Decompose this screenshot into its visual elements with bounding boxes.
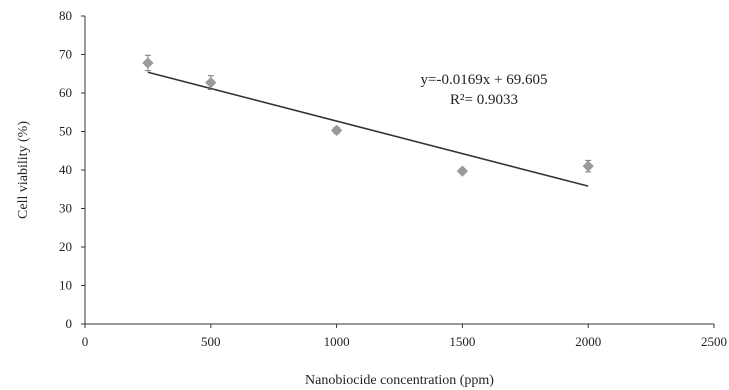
y-axis-label: Cell viability (%) xyxy=(16,121,31,219)
y-axis-ticks: 0 10 20 30 40 50 60 70 80 xyxy=(59,8,85,331)
x-tick-label: 1000 xyxy=(324,334,350,349)
y-tick-label: 50 xyxy=(59,124,72,139)
y-tick-label: 80 xyxy=(59,8,72,23)
y-tick-label: 30 xyxy=(59,201,72,216)
x-axis-ticks: 0 500 1000 1500 2000 2500 xyxy=(82,324,727,349)
point-marker xyxy=(330,124,343,137)
point-marker xyxy=(142,57,154,69)
data-points xyxy=(142,54,594,177)
plot-area: 0 10 20 30 40 50 60 70 80 0 500 1000 1500 2000 2500 xyxy=(59,8,727,349)
point-marker xyxy=(582,160,594,172)
point-marker xyxy=(456,165,469,177)
data-point xyxy=(330,124,343,137)
r-squared-label: R²= 0.9033 xyxy=(450,92,518,108)
x-tick-label: 1500 xyxy=(449,334,475,349)
y-tick-label: 0 xyxy=(66,316,73,331)
trendline-equation: y=-0.0169x + 69.605 xyxy=(421,72,548,88)
y-tick-label: 10 xyxy=(59,278,72,293)
data-point xyxy=(142,54,154,72)
y-tick-label: 70 xyxy=(59,47,72,62)
data-point xyxy=(456,165,469,177)
trendline xyxy=(147,71,589,187)
x-tick-label: 500 xyxy=(201,334,221,349)
x-tick-label: 2000 xyxy=(575,334,601,349)
y-tick-label: 20 xyxy=(59,239,72,254)
x-axis-label: Nanobiocide concentration (ppm) xyxy=(305,373,494,388)
x-tick-label: 0 xyxy=(82,334,89,349)
x-tick-label: 2500 xyxy=(701,334,727,349)
y-tick-label: 60 xyxy=(59,85,72,100)
point-marker xyxy=(205,76,217,89)
data-point xyxy=(582,159,594,173)
y-tick-label: 40 xyxy=(59,162,72,177)
